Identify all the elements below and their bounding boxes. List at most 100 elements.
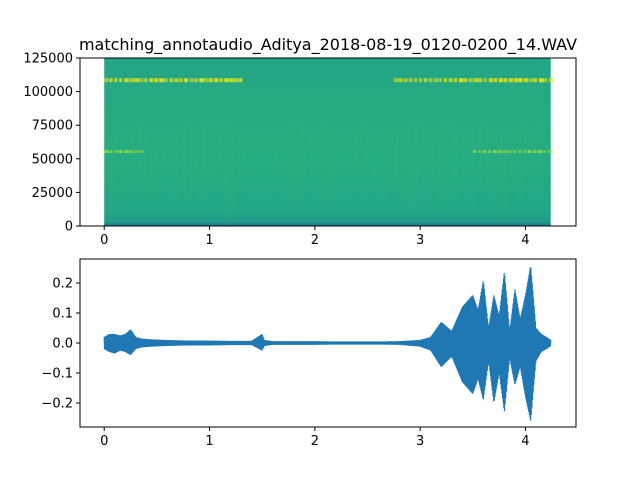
spectrogram-texture: [140, 127, 142, 226]
spectrogram-texture: [206, 139, 208, 226]
spectrogram-band-0: [513, 78, 519, 83]
spectrogram-band-0: [114, 78, 118, 83]
spectrogram-image: [104, 58, 554, 226]
spectrogram-texture: [410, 138, 412, 226]
spectrogram-texture: [396, 131, 398, 205]
spectrogram-band-0: [418, 78, 423, 83]
spectrogram-band-0: [184, 78, 188, 83]
spectrogram-x-tick-label: 2: [311, 233, 319, 248]
spectrogram-texture: [294, 124, 296, 195]
spectrogram-texture: [298, 156, 300, 226]
spectrogram-band-1: [129, 150, 134, 154]
spectrogram-texture: [416, 121, 418, 187]
spectrogram-band-0: [164, 78, 168, 83]
waveform-line: [103, 267, 552, 421]
spectrogram-texture: [144, 134, 146, 226]
spectrogram-band-1: [482, 150, 487, 154]
spectrogram-band-1: [492, 150, 497, 154]
spectrogram-texture: [132, 131, 134, 199]
spectrogram-band-0: [468, 78, 474, 83]
spectrogram-band-0: [428, 78, 433, 83]
spectrogram-texture: [232, 135, 234, 215]
spectrogram-texture: [332, 129, 334, 207]
waveform-x-tick-label: 2: [311, 434, 319, 449]
spectrogram-band-0: [478, 78, 483, 83]
spectrogram-band-1: [547, 150, 553, 154]
spectrogram-texture: [198, 146, 200, 226]
spectrogram-texture: [320, 120, 322, 218]
spectrogram-band-0: [204, 78, 209, 83]
spectrogram-texture: [204, 124, 206, 187]
spectrogram-texture: [148, 136, 150, 201]
chart-title: matching_annotaudio_Aditya_2018-08-19_01…: [79, 35, 577, 55]
spectrogram-band-1: [119, 150, 123, 154]
spectrogram-texture: [130, 157, 132, 226]
spectrogram-texture: [302, 130, 304, 226]
spectrogram-y-tick-label: 25000: [32, 186, 73, 201]
waveform-series: [103, 267, 552, 421]
spectrogram-band-1: [537, 150, 543, 154]
spectrogram-texture: [356, 130, 358, 199]
spectrogram-texture: [504, 149, 506, 226]
waveform-y-tick-label: −0.2: [41, 397, 73, 412]
spectrogram-texture: [210, 120, 212, 195]
spectrogram-texture: [112, 144, 114, 209]
spectrogram-texture: [122, 156, 124, 226]
spectrogram-band-0: [443, 78, 447, 83]
spectrogram-texture: [550, 127, 552, 216]
spectrogram-band-0: [518, 78, 523, 83]
waveform-y-tick-label: 0.1: [52, 307, 73, 322]
spectrogram-band-0: [229, 78, 234, 83]
waveform-x-tick-label: 4: [521, 434, 529, 449]
spectrogram-band-0: [234, 78, 239, 83]
spectrogram-band-0: [124, 78, 129, 83]
spectrogram-texture: [446, 137, 448, 225]
spectrogram-band-0: [219, 78, 224, 83]
spectrogram-texture: [418, 144, 420, 226]
spectrogram-band-0: [508, 78, 513, 83]
spectrogram-texture: [290, 136, 292, 226]
spectrogram-band-0: [413, 78, 418, 83]
spectrogram-texture: [218, 118, 220, 210]
waveform-y-tick-label: −0.1: [41, 367, 73, 382]
spectrogram-x-tick-label: 3: [416, 233, 424, 248]
waveform-x-ticks: 0 1 2 3 4: [100, 427, 530, 449]
spectrogram-band-0: [169, 78, 174, 83]
spectrogram-band-0: [129, 78, 135, 83]
spectrogram-y-tick-label: 0: [65, 220, 73, 235]
spectrogram-band-0: [523, 78, 529, 83]
spectrogram-texture: [438, 141, 440, 209]
spectrogram-band-0: [199, 78, 204, 83]
spectrogram-band-0: [179, 78, 183, 83]
spectrogram-texture: [412, 144, 414, 226]
spectrogram-texture: [496, 137, 498, 221]
spectrogram-y-tick-label: 50000: [32, 152, 73, 167]
spectrogram-band-0: [438, 78, 442, 83]
spectrogram-texture: [520, 121, 522, 205]
spectrogram-texture: [196, 153, 198, 226]
spectrogram-texture: [110, 141, 112, 223]
spectrogram-texture: [374, 151, 376, 226]
spectrogram-band-1: [527, 150, 532, 154]
spectrogram-band-0: [139, 78, 144, 83]
spectrogram-texture: [398, 132, 400, 210]
spectrogram-band-0: [483, 78, 487, 83]
spectrogram-band-0: [393, 78, 399, 83]
spectrogram-band-1: [134, 150, 139, 154]
spectrogram-texture: [518, 140, 520, 226]
spectrogram-texture: [530, 155, 532, 226]
spectrogram-band-1: [532, 150, 537, 154]
spectrogram-texture: [164, 152, 166, 226]
spectrogram-band-0: [538, 78, 544, 83]
spectrogram-y-tick-label: 125000: [23, 52, 73, 67]
spectrogram-band-0: [214, 78, 219, 83]
waveform-x-tick-label: 0: [100, 434, 108, 449]
spectrogram-band-0: [149, 78, 154, 83]
spectrogram-y-tick-label: 100000: [23, 85, 73, 100]
spectrogram-band-0: [403, 78, 408, 83]
spectrogram-texture: [334, 137, 336, 210]
spectrogram-band-0: [119, 78, 123, 83]
spectrogram-texture: [454, 122, 456, 199]
spectrogram-band-0: [488, 78, 494, 83]
